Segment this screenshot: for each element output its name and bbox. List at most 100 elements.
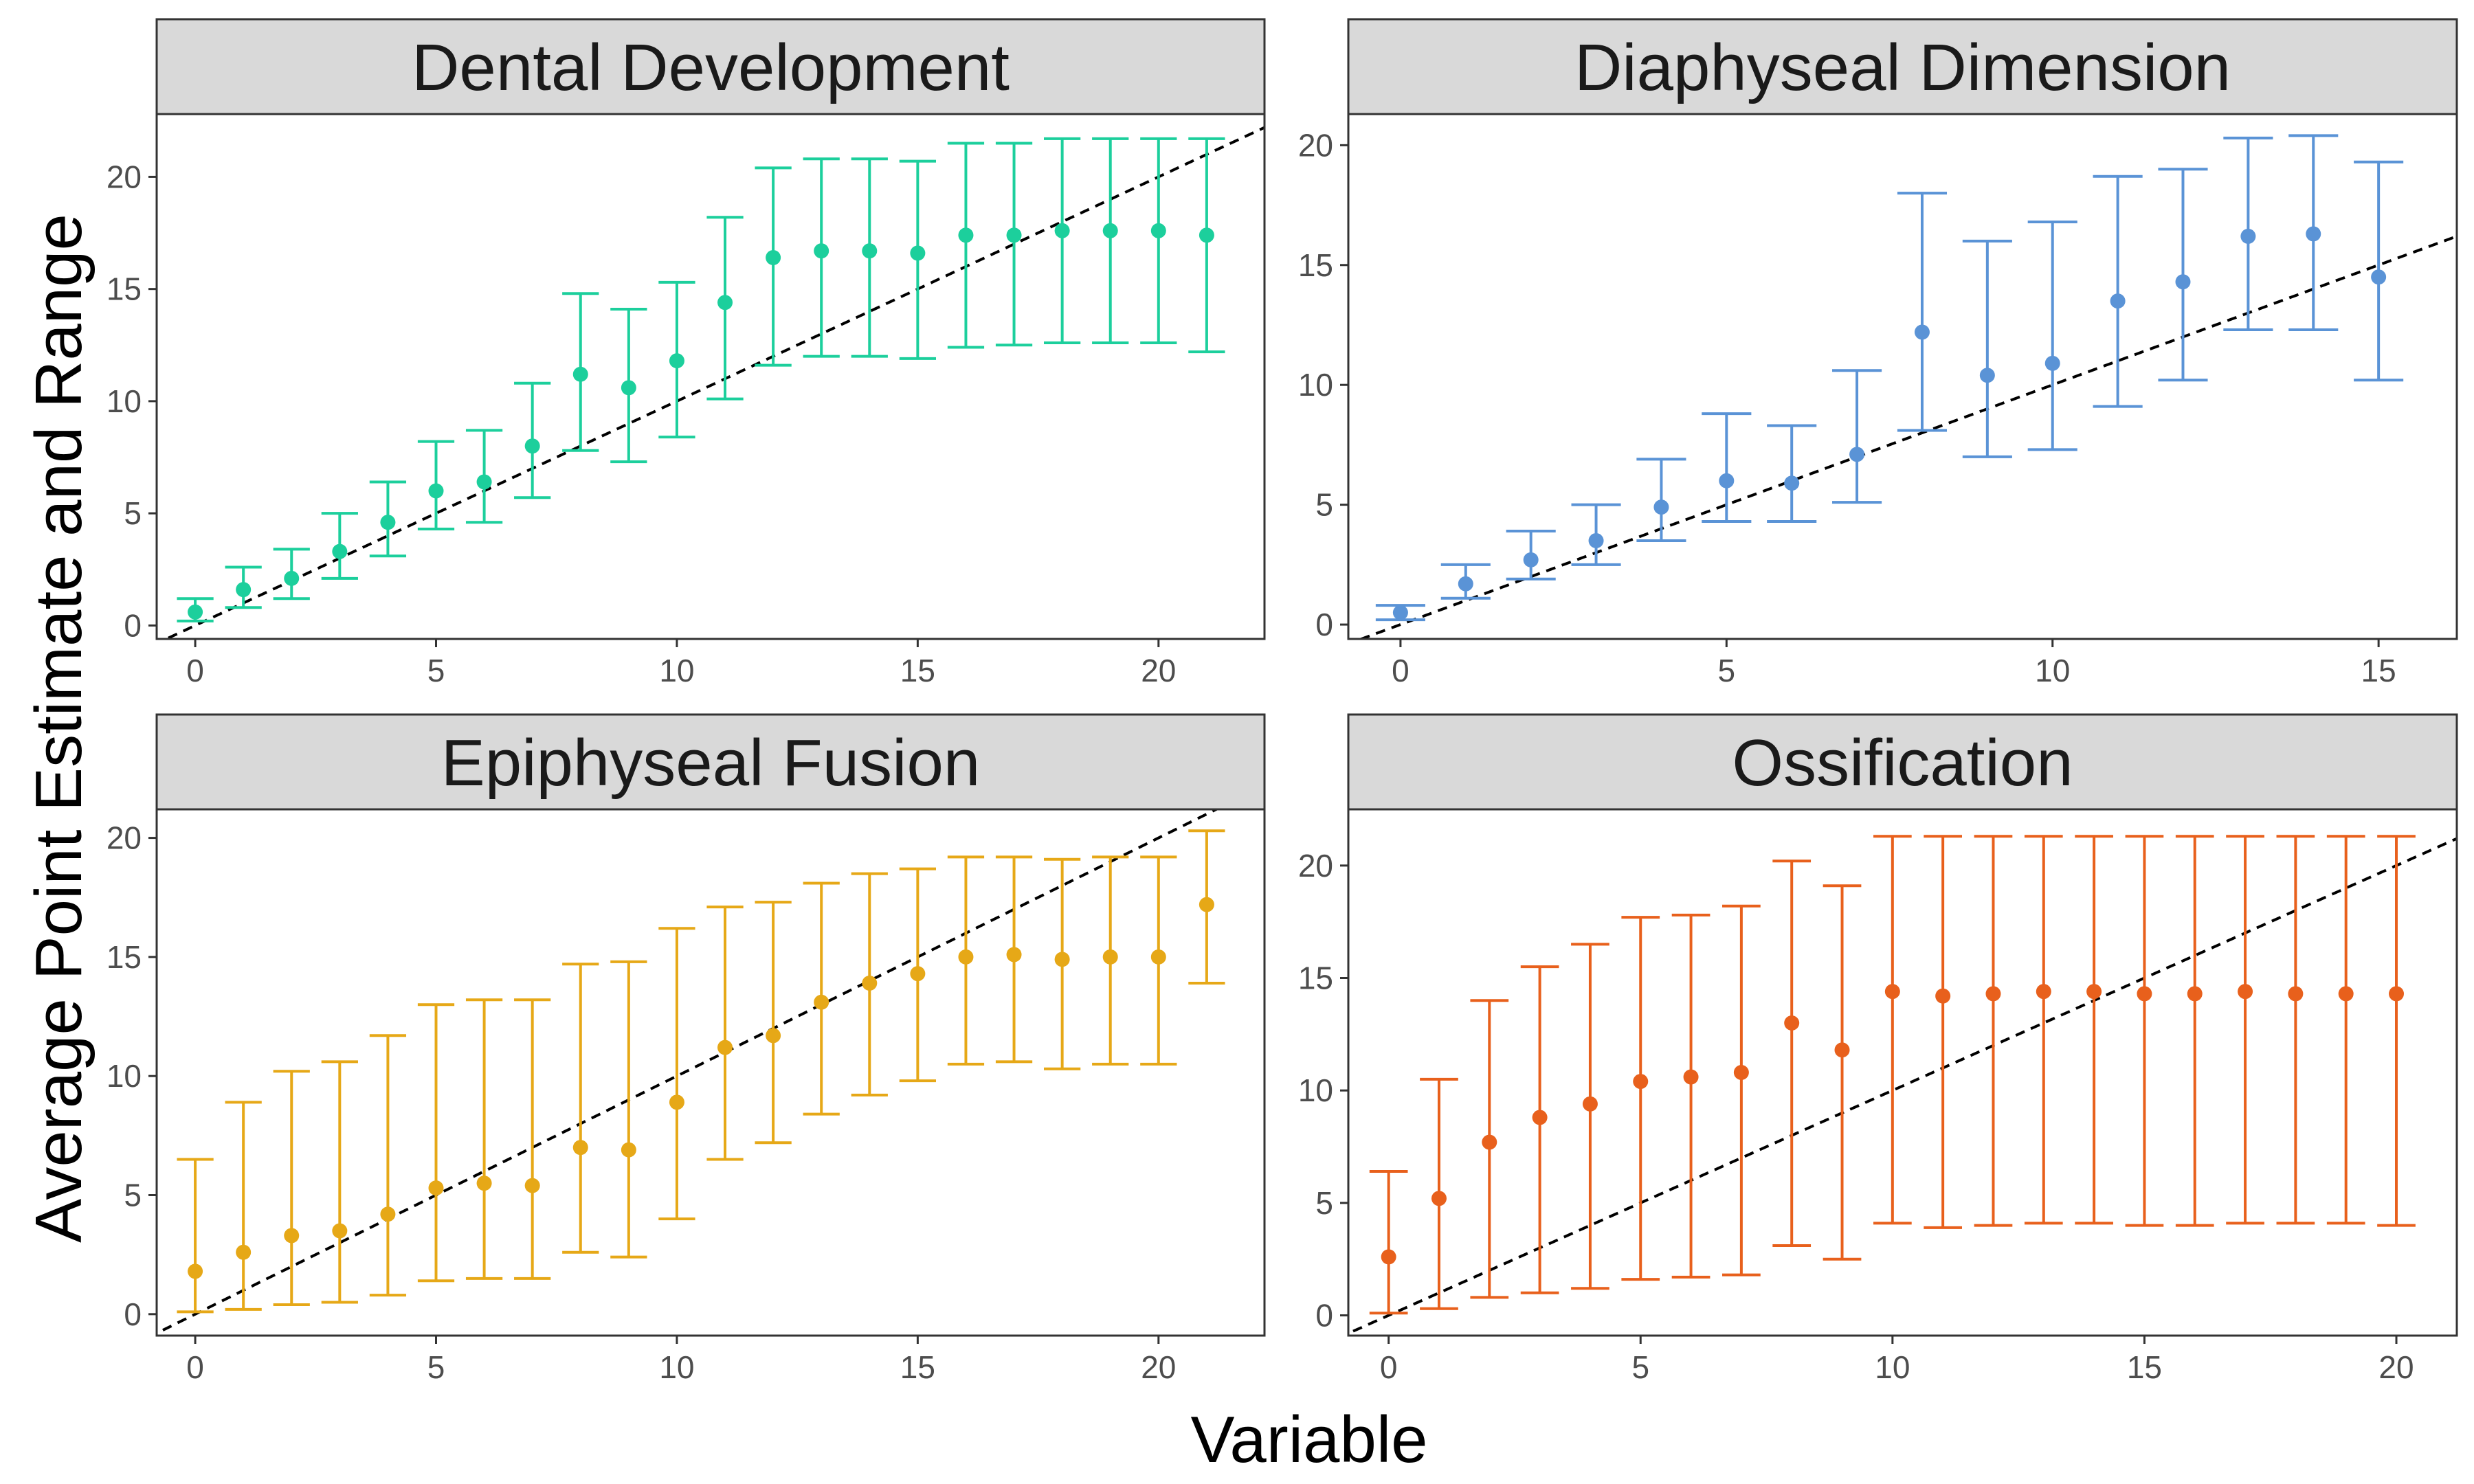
panel-border [1347,113,2458,640]
data-point [1653,499,1669,515]
data-point [1633,1074,1649,1090]
error-bar [2175,835,2214,1227]
data-point [236,1244,252,1260]
x-tick-label: 15 [2127,1349,2162,1385]
data-point [2306,226,2321,242]
panel-title: Dental Development [412,31,1010,104]
data-point [284,1228,300,1244]
panels-layer: Dental Development 0 5 10 15 20 0 5 10 15 20 Diaphy… [107,18,2458,1385]
data-point [1102,949,1118,965]
y-tick-label: 10 [1298,1072,1333,1108]
x-tick-label: 0 [1392,653,1409,688]
data-point [1935,988,1951,1004]
data-point [1199,897,1214,912]
panel-epiphyseal-fusion: Epiphyseal Fusion 0 5 10 15 20 0 5 10 15 20 [107,713,1266,1385]
data-point [2371,269,2387,285]
data-point [958,227,974,243]
error-bar [1369,1170,1408,1315]
data-point [766,1028,781,1044]
error-bar [273,1070,310,1306]
data-point [2240,228,2256,244]
error-bar [1873,835,1912,1225]
data-point [1582,1096,1598,1112]
error-bar [2024,835,2063,1225]
error-bar [177,1158,214,1314]
panel-dental-development: Dental Development 0 5 10 15 20 0 5 10 15 20 [107,18,1266,688]
y-tick-label: 20 [1298,848,1333,884]
error-bar [2377,835,2416,1227]
data-point [1532,1110,1548,1125]
data-point [332,1223,348,1239]
error-bar [947,142,985,349]
error-bar [321,1060,358,1304]
y-axis-title: Average Point Estimate and Range [22,214,96,1243]
data-point [717,1039,733,1055]
plot-area [157,809,1264,1336]
x-tick-label: 20 [1141,653,1176,688]
error-bar [1044,137,1081,345]
data-point [284,570,300,586]
data-point [910,966,926,982]
x-tick-label: 0 [186,1349,204,1385]
data-point [669,353,684,369]
y-tick-label: 5 [1315,487,1333,523]
data-point [572,366,588,382]
x-tick-label: 15 [900,653,935,688]
panel-title: Ossification [1732,726,2073,800]
data-point [476,474,492,490]
error-bar [514,998,551,1280]
panel-border [155,113,1266,640]
data-point [1431,1191,1447,1206]
data-point [766,249,781,265]
error-bar [1188,137,1225,354]
error-bar [1924,835,1963,1229]
plot-area [157,114,1264,639]
error-bar [1823,884,1862,1261]
error-bar [755,901,792,1145]
x-tick-label: 10 [659,653,694,688]
data-point [1199,227,1214,243]
data-point [2187,986,2203,1002]
data-point [332,543,348,559]
y-tick-label: 0 [1315,1298,1333,1334]
panel-strip [155,18,1266,115]
data-point [236,582,252,598]
data-point [1150,223,1166,238]
error-bar [369,1034,407,1297]
error-bar [1767,424,1817,524]
data-point [1381,1249,1396,1265]
x-tick-label: 0 [1380,1349,1398,1385]
y-tick-label: 20 [107,820,142,856]
x-tick-label: 15 [2361,653,2396,688]
data-point [2288,986,2304,1002]
panel-diaphyseal-dimension: Diaphyseal Dimension 0 5 10 15 0 5 10 15 20 [1298,18,2458,688]
data-point [1482,1134,1497,1150]
panel-strip [1347,18,2458,115]
x-tick-label: 5 [1718,653,1736,688]
data-point [862,976,878,991]
data-point [621,380,636,396]
error-bar [1974,835,2013,1227]
panel-border [1347,808,2458,1337]
panel-title: Diaphyseal Dimension [1574,31,2231,104]
data-point [2175,274,2191,290]
y-tick-label: 20 [1298,127,1333,163]
error-bar [1621,916,1660,1281]
error-bar [1897,192,1948,432]
y-tick-label: 15 [107,939,142,975]
data-point [2036,984,2051,1000]
error-bar [1571,943,1609,1290]
y-tick-label: 20 [107,159,142,194]
x-tick-label: 20 [1141,1349,1176,1385]
identity-reference-line [1348,837,2457,1335]
x-tick-label: 20 [2378,1349,2414,1385]
x-tick-label: 5 [1631,1349,1649,1385]
y-tick-label: 10 [1298,367,1333,403]
plot-area [1348,809,2457,1336]
error-bar [2125,835,2164,1227]
data-point [958,949,974,965]
data-point [2086,984,2102,1000]
data-point [428,483,444,499]
data-point [1784,475,1800,491]
